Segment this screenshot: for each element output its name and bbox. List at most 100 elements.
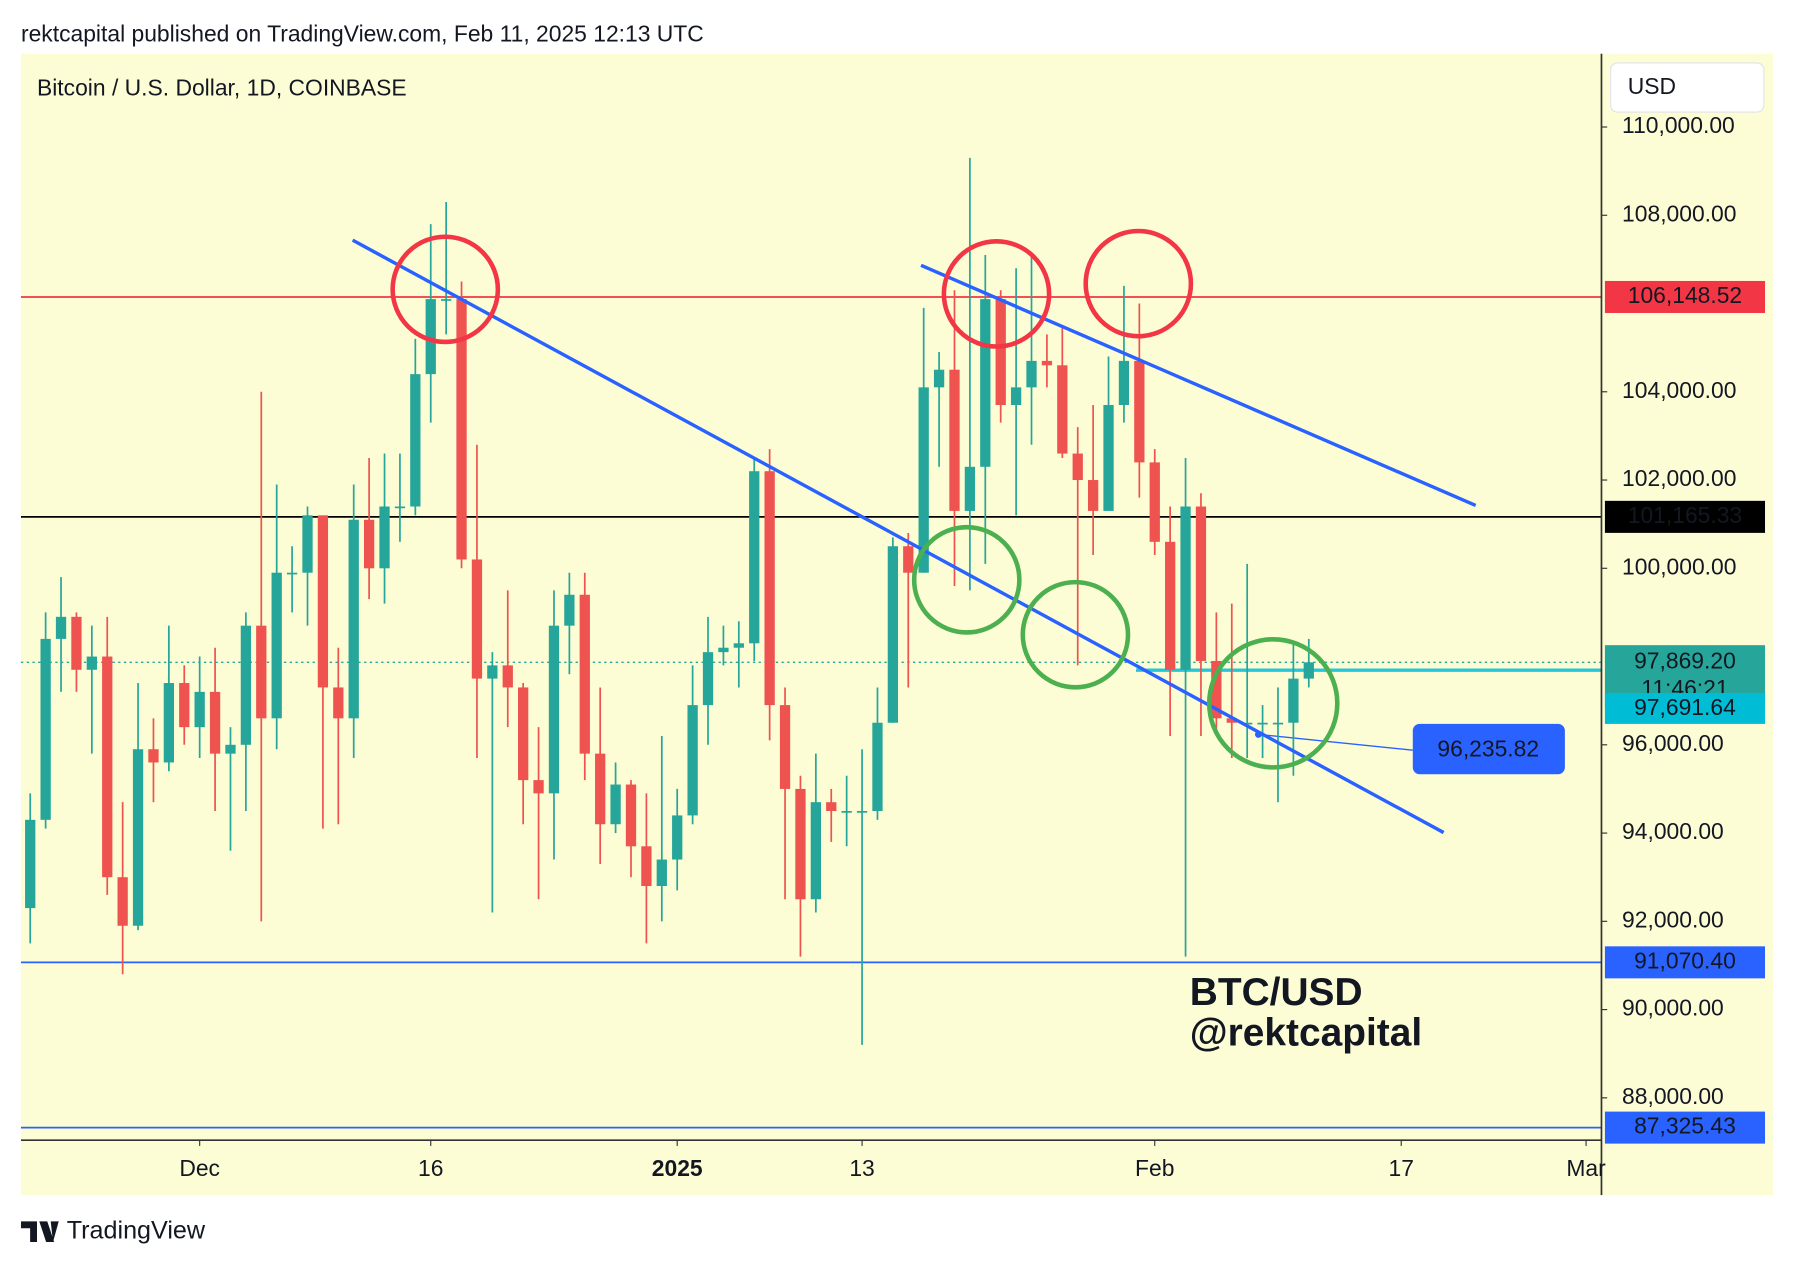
level-box <box>1604 693 1766 724</box>
candle-body <box>964 466 976 511</box>
candle-body <box>887 546 899 723</box>
chart-title: Bitcoin / U.S. Dollar, 1D, COINBASE <box>37 74 407 100</box>
candle-body <box>656 859 667 887</box>
candle-body <box>333 687 344 719</box>
candle-body <box>471 559 483 679</box>
candle-body <box>872 722 883 812</box>
candle-body <box>456 299 467 560</box>
y-tick-label: 94,000.00 <box>1622 818 1724 844</box>
candle-body <box>918 387 929 573</box>
candles-layer <box>25 157 1314 1045</box>
callout-line <box>1258 733 1413 751</box>
logo <box>20 1221 59 1242</box>
candle-body <box>1195 506 1207 661</box>
candle-body <box>117 877 128 926</box>
candle-body <box>40 638 51 820</box>
footer: TradingView <box>67 1216 206 1244</box>
candle-body <box>1041 360 1053 366</box>
candle-body <box>425 299 436 375</box>
header: rektcapital published on TradingView.com… <box>21 20 704 46</box>
candle-body <box>625 784 637 847</box>
candle-body <box>641 846 652 887</box>
candle-body <box>1134 360 1145 463</box>
axis-layer: 88,000.00 90,000.00 92,000.00 94,000.00 96,0… <box>179 112 1766 1181</box>
y-tick-label: 104,000.00 <box>1622 377 1736 403</box>
candle-body <box>502 665 513 688</box>
candle-body <box>286 572 298 575</box>
x-tick-label: 13 <box>849 1155 874 1181</box>
circle-marker <box>1083 228 1194 339</box>
candle-body <box>55 616 67 639</box>
last-price-label: 97,869.20 <box>1634 647 1736 673</box>
candle-body <box>271 572 282 719</box>
candle-body <box>1057 365 1068 454</box>
candle-body <box>548 625 560 794</box>
y-tick-label: 102,000.00 <box>1622 465 1736 491</box>
trendline <box>920 263 1477 508</box>
candle-body <box>995 299 1006 406</box>
price-lines-layer <box>20 296 1602 1129</box>
x-tick-label: 17 <box>1389 1155 1414 1181</box>
candle-body <box>702 652 714 706</box>
candle-body <box>687 705 698 816</box>
candle-body <box>949 369 960 511</box>
candle-body <box>810 802 821 900</box>
candle-body <box>903 546 914 573</box>
candle-body <box>1010 387 1022 406</box>
candle-body <box>194 691 205 728</box>
candle-body <box>779 705 791 789</box>
candle-body <box>749 471 760 644</box>
candle-body <box>302 515 313 573</box>
y-tick-label: 90,000.00 <box>1622 995 1724 1021</box>
annotations <box>351 228 1477 835</box>
candle-body <box>102 656 113 878</box>
candle-body <box>733 643 744 648</box>
currency-label: USD <box>1628 73 1676 99</box>
candle-body <box>1211 660 1222 719</box>
candle-body <box>1180 506 1191 670</box>
y-tick-label: 88,000.00 <box>1622 1083 1724 1109</box>
candle-body <box>179 683 190 728</box>
price-line-label-box <box>1604 946 1766 979</box>
candle-body <box>394 506 406 509</box>
candle-body <box>1242 722 1253 725</box>
candle-body <box>317 515 329 688</box>
candle-body <box>1103 405 1114 511</box>
price-line-label-box <box>1604 1111 1766 1144</box>
candle-body <box>980 299 991 467</box>
circle-marker <box>911 524 1022 635</box>
candle-body <box>1288 678 1299 723</box>
candle-body <box>148 749 159 763</box>
candle-body <box>209 691 221 754</box>
price-line-label: 101,165.33 <box>1628 502 1742 528</box>
candle-body <box>1303 662 1314 679</box>
candle-body <box>610 784 621 825</box>
candle-body <box>1072 453 1083 481</box>
candle-body <box>826 802 837 812</box>
callout-box <box>1412 723 1565 775</box>
candle-body <box>1026 360 1037 388</box>
y-tick-label: 110,000.00 <box>1622 112 1735 138</box>
logo-mark <box>20 1221 59 1242</box>
candle-body <box>933 369 945 388</box>
candle-body <box>163 683 175 763</box>
trendline <box>351 238 1445 835</box>
candle-body <box>71 616 82 670</box>
y-tick-label: 100,000.00 <box>1622 553 1736 579</box>
circle-marker <box>1206 637 1340 770</box>
candle-body <box>841 811 852 813</box>
y-tick-label: 92,000.00 <box>1622 906 1724 932</box>
candle-body <box>1118 360 1130 406</box>
price-line-label-box <box>1604 280 1766 313</box>
candle-body <box>225 744 236 754</box>
price-line-label: 106,148.52 <box>1628 282 1742 308</box>
currency-button[interactable] <box>1610 62 1765 113</box>
circle-marker <box>941 239 1052 349</box>
candle-body <box>1149 462 1160 542</box>
candle-body <box>533 780 544 794</box>
circle-marker <box>1020 579 1131 690</box>
watermark: BTC/USD <box>1190 971 1363 1014</box>
candle-body <box>25 819 36 909</box>
